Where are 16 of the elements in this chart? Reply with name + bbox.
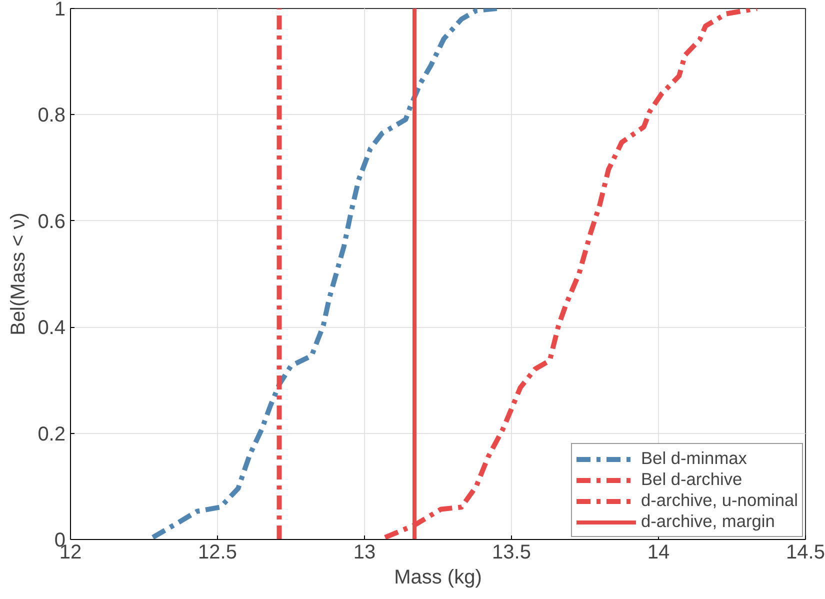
y-tick-label: 0.2 bbox=[38, 423, 66, 446]
y-tick-label: 0.4 bbox=[38, 317, 66, 340]
legend-label: d-archive, u-nominal bbox=[641, 490, 798, 511]
x-tick-label: 14 bbox=[647, 542, 670, 564]
y-tick-label: 1 bbox=[54, 0, 66, 20]
legend-label: Bel d-minmax bbox=[641, 448, 747, 469]
x-tick-label: 14.5 bbox=[786, 542, 825, 564]
y-axis-title: Bel(Mass < ν) bbox=[8, 212, 30, 336]
x-tick-label: 13.5 bbox=[492, 542, 531, 564]
y-tick-label: 0.8 bbox=[38, 104, 66, 127]
legend-label: Bel d-archive bbox=[641, 469, 742, 490]
x-axis-title: Mass (kg) bbox=[394, 566, 482, 588]
x-tick-label: 12.5 bbox=[198, 542, 237, 564]
legend-label: d-archive, margin bbox=[641, 511, 775, 532]
y-tick-label: 0.6 bbox=[38, 210, 66, 233]
x-tick-label: 13 bbox=[353, 542, 376, 564]
